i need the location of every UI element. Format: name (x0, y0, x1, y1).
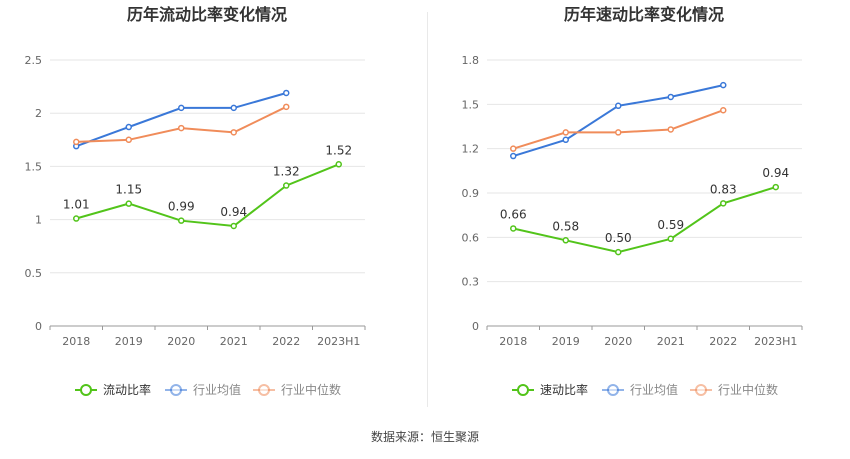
legend-marker (607, 384, 619, 396)
y-tick-label: 0.5 (25, 267, 43, 280)
legend-marker (258, 384, 270, 396)
data-point (615, 102, 622, 110)
y-tick-label: 0.9 (462, 187, 480, 200)
series-line (513, 84, 724, 158)
data-label: 0.83 (710, 182, 737, 196)
data-label: 0.58 (552, 219, 579, 233)
data-label: 0.50 (605, 231, 632, 245)
data-point (125, 136, 132, 144)
x-tick-label: 2020 (604, 335, 632, 348)
x-tick-label: 2021 (657, 335, 685, 348)
data-point (73, 138, 80, 146)
data-label: 0.66 (500, 207, 527, 221)
x-tick-label: 2019 (552, 335, 580, 348)
legend-marker (170, 384, 182, 396)
data-point (73, 215, 80, 222)
data-point (667, 93, 674, 101)
legend-label: 行业均值 (630, 382, 678, 397)
y-tick-label: 1.5 (462, 98, 480, 111)
x-tick-label: 2019 (115, 335, 143, 348)
legend-marker (80, 384, 92, 396)
data-point (562, 136, 569, 144)
data-point (562, 237, 569, 244)
y-tick-label: 1 (35, 214, 42, 227)
x-tick-label: 2021 (220, 335, 248, 348)
data-point (283, 182, 290, 189)
series-line (76, 163, 340, 228)
x-tick-label: 2022 (709, 335, 737, 348)
y-tick-label: 1.2 (462, 143, 480, 156)
series-line (513, 186, 777, 254)
data-point (178, 124, 185, 132)
legend-label: 流动比率 (103, 382, 151, 397)
data-source: 数据来源：恒生聚源 (370, 430, 479, 444)
y-tick-label: 2.5 (25, 54, 43, 67)
data-point (178, 104, 185, 112)
data-point (615, 129, 622, 136)
data-point (230, 129, 237, 136)
data-point (510, 225, 517, 232)
legend-label: 行业均值 (193, 382, 241, 397)
y-tick-label: 0.6 (462, 231, 480, 244)
series-line (76, 105, 287, 143)
data-point (283, 103, 290, 111)
x-tick-label: 2018 (499, 335, 527, 348)
data-point (125, 200, 132, 207)
x-tick-label: 2022 (272, 335, 300, 348)
legend-label: 行业中位数 (718, 382, 778, 397)
data-point (283, 89, 290, 97)
legend-marker (517, 384, 529, 396)
legend-label: 速动比率 (540, 382, 588, 397)
data-point (510, 152, 517, 160)
y-tick-label: 0.3 (462, 276, 480, 289)
data-point (510, 145, 517, 152)
panel-divider (427, 12, 428, 407)
data-point (230, 104, 237, 112)
data-label: 0.94 (762, 166, 789, 180)
chart-title: 历年流动比率变化情况 (127, 5, 287, 24)
data-label: 1.52 (325, 143, 352, 157)
data-label: 0.99 (168, 200, 195, 214)
x-tick-label: 2020 (167, 335, 195, 348)
chart-title: 历年速动比率变化情况 (564, 5, 724, 24)
y-tick-label: 1.5 (25, 160, 43, 173)
data-point (230, 222, 237, 230)
y-tick-label: 0 (35, 320, 42, 333)
legend-label: 行业中位数 (281, 382, 341, 397)
data-point (667, 126, 674, 133)
data-point (335, 161, 342, 168)
x-tick-label: 2023H1 (317, 335, 360, 348)
data-point (125, 123, 132, 131)
data-label: 0.94 (220, 205, 247, 219)
x-tick-label: 2023H1 (754, 335, 797, 348)
data-point (178, 217, 185, 224)
data-label: 1.15 (115, 183, 142, 197)
series-line (75, 92, 287, 148)
data-point (720, 200, 727, 207)
data-point (720, 81, 727, 89)
y-tick-label: 2 (35, 107, 42, 120)
legend-marker (695, 384, 707, 396)
data-point (615, 248, 622, 256)
data-label: 0.59 (657, 218, 684, 232)
y-tick-label: 0 (472, 320, 479, 333)
data-point (562, 129, 569, 136)
data-point (667, 235, 674, 243)
data-label: 1.32 (273, 165, 300, 179)
data-point (772, 183, 779, 191)
x-tick-label: 2018 (62, 335, 90, 348)
y-tick-label: 1.8 (462, 54, 480, 67)
data-label: 1.01 (63, 198, 90, 212)
data-point (720, 106, 727, 114)
